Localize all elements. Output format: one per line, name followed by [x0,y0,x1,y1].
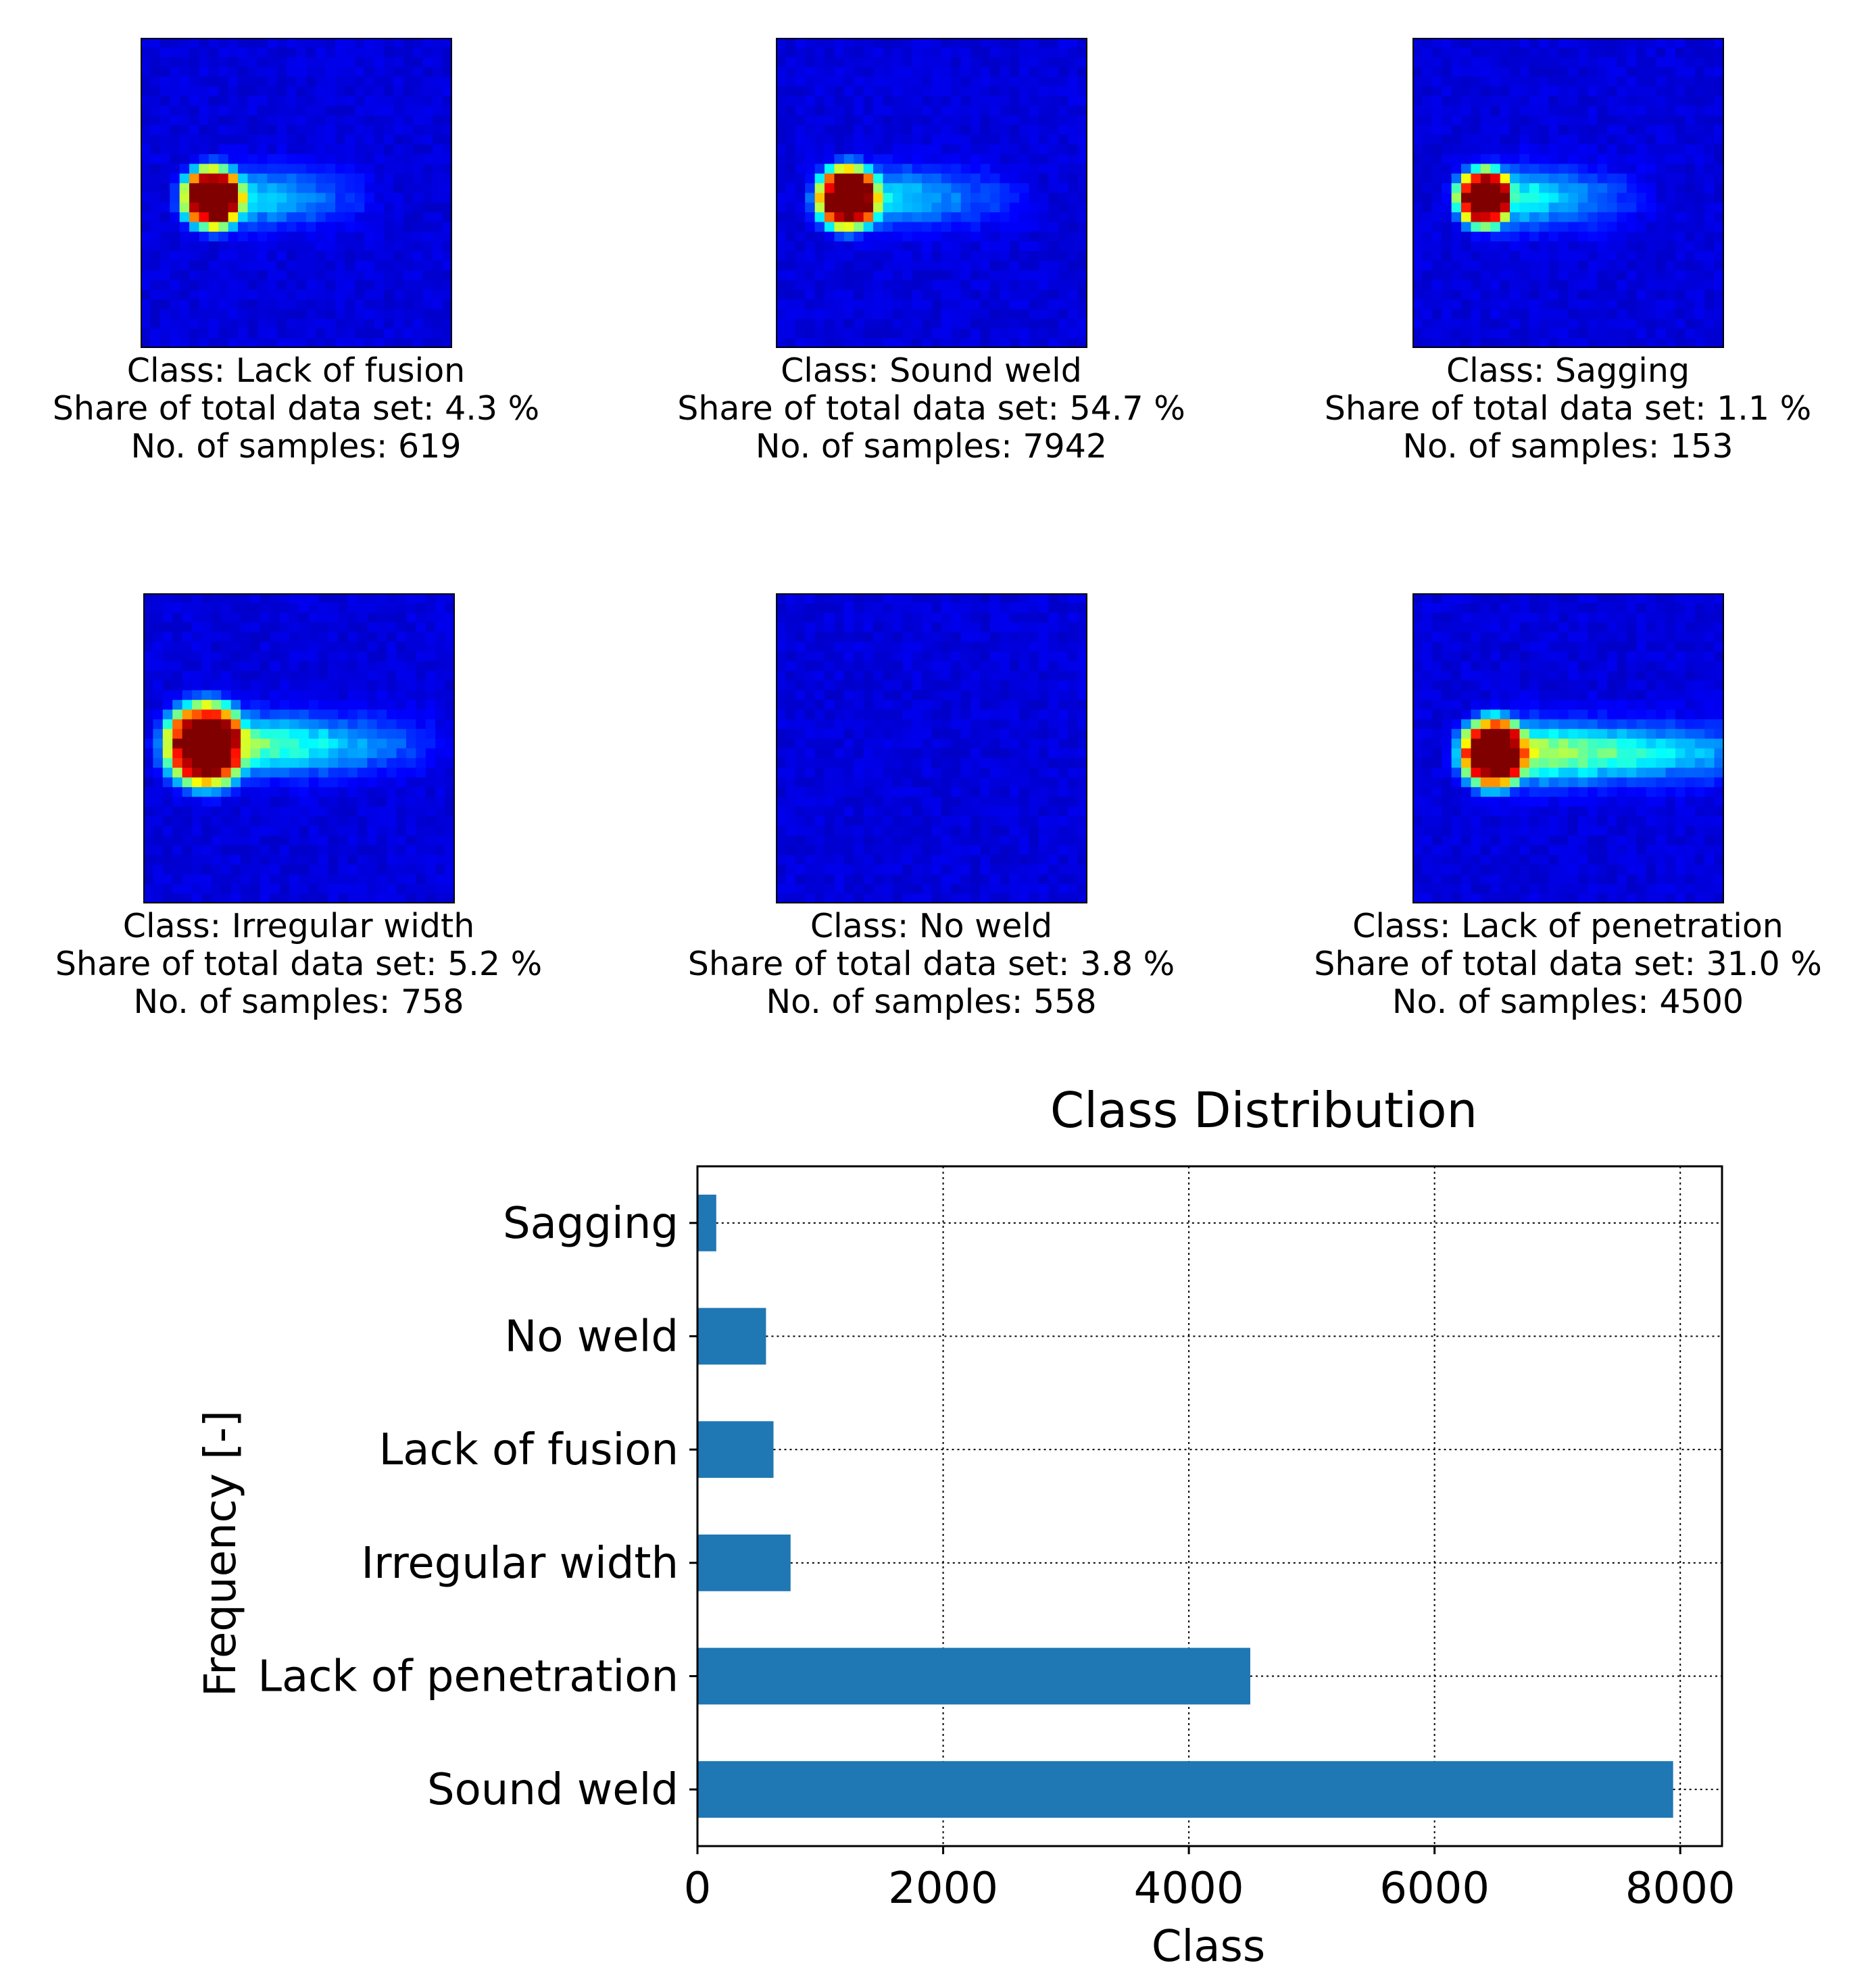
bar-sagging [697,1194,716,1251]
sample-panel-sound-weld: Class: Sound weld Share of total data se… [661,38,1202,466]
panel-caption-lack-of-penetration: Class: Lack of penetration Share of tota… [1298,908,1838,1021]
bar-sound-weld [697,1761,1673,1818]
sample-panel-sagging: Class: Sagging Share of total data set: … [1298,38,1838,466]
panel-samples-label: No. of samples: 619 [130,427,462,466]
panel-class-label: Class: Lack of fusion [126,351,466,390]
bar-no-weld [697,1308,766,1365]
panel-caption-sagging: Class: Sagging Share of total data set: … [1298,352,1838,466]
y-tick-label: Irregular width [361,1539,679,1589]
panel-class-label: Class: Sagging [1446,351,1690,390]
sample-panel-no-weld: Class: No weld Share of total data set: … [661,593,1202,1021]
heatmap-image-lack-of-penetration [1412,593,1724,903]
x-tick-label: 0 [684,1864,712,1914]
panel-class-label: Class: Sound weld [781,351,1082,390]
y-tick-label: Lack of penetration [257,1652,679,1702]
y-tick-label: No weld [505,1312,679,1362]
sample-panel-lack-of-penetration: Class: Lack of penetration Share of tota… [1298,593,1838,1021]
heatmap-image-no-weld [775,593,1087,903]
y-tick-label: Lack of fusion [379,1425,679,1475]
class-distribution-chart: Class Distribution Sound weld Lack of pene… [196,1082,1736,1972]
panel-samples-label: No. of samples: 4500 [1392,983,1744,1021]
panel-share-label: Share of total data set: 54.7 % [677,389,1185,428]
sample-panel-lack-of-fusion: Class: Lack of fusion Share of total dat… [26,38,566,466]
panel-class-label: Class: Lack of penetration [1352,907,1784,945]
bar-lack-of-penetration [697,1647,1250,1705]
panel-share-label: Share of total data set: 31.0 % [1314,945,1822,983]
sample-panel-irregular-width: Class: Irregular width Share of total da… [28,593,569,1021]
panel-samples-label: No. of samples: 558 [766,983,1097,1021]
x-tick-label: 4000 [1134,1864,1244,1914]
bar-lack-of-fusion [697,1421,774,1478]
heatmap-image-sound-weld [775,38,1087,348]
heatmap-image-sagging [1412,38,1724,348]
plot-frame [696,1165,1723,1847]
x-tick-label: 6000 [1379,1864,1490,1914]
y-axis-label: Frequency [-] [196,1410,246,1697]
panel-caption-irregular-width: Class: Irregular width Share of total da… [28,908,569,1021]
panel-share-label: Share of total data set: 3.8 % [687,945,1175,983]
y-tick-label: Sagging [503,1199,679,1249]
panel-share-label: Share of total data set: 1.1 % [1324,389,1812,428]
x-tick-label: 8000 [1625,1864,1736,1914]
panel-samples-label: No. of samples: 7942 [755,427,1108,466]
bar-irregular-width [697,1534,791,1591]
panel-samples-label: No. of samples: 758 [133,983,464,1021]
panel-class-label: Class: Irregular width [122,907,475,945]
panel-class-label: Class: No weld [810,907,1053,945]
panel-caption-no-weld: Class: No weld Share of total data set: … [661,908,1202,1021]
x-tick-label: 2000 [888,1864,998,1914]
panel-share-label: Share of total data set: 5.2 % [55,945,543,983]
panel-samples-label: No. of samples: 153 [1402,427,1734,466]
x-axis-label: Class [1152,1922,1265,1972]
heatmap-image-irregular-width [143,593,455,903]
chart-title: Class Distribution [1050,1082,1477,1139]
heatmap-image-lack-of-fusion [140,38,452,348]
panel-share-label: Share of total data set: 4.3 % [52,389,540,428]
y-tick-label: Sound weld [427,1765,679,1815]
panel-caption-lack-of-fusion: Class: Lack of fusion Share of total dat… [26,352,566,466]
panel-caption-sound-weld: Class: Sound weld Share of total data se… [661,352,1202,466]
